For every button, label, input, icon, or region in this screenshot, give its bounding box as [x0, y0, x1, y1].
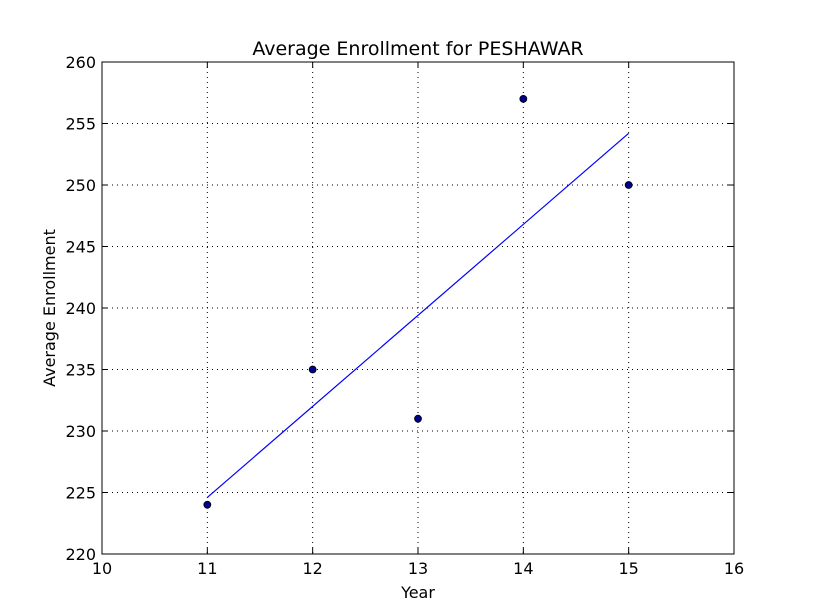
y-tick-label: 230 — [65, 422, 96, 441]
data-point — [624, 181, 633, 189]
y-tick-label: 235 — [65, 361, 96, 380]
y-tick-label: 240 — [65, 299, 96, 318]
x-tick-label: 16 — [724, 559, 744, 578]
x-tick-label: 15 — [618, 559, 638, 578]
grid-layer — [102, 62, 734, 554]
y-tick-label: 245 — [65, 238, 96, 257]
y-axis-label: Average Enrollment — [40, 229, 59, 387]
tick-layer: 10 11 12 13 14 15 16 220 225 230 235 240 245 250 255 26… — [65, 53, 744, 578]
x-tick-label: 12 — [302, 559, 322, 578]
trend-line — [206, 132, 630, 498]
chart-title: Average Enrollment for PESHAWAR — [252, 38, 583, 60]
data-point — [414, 414, 422, 423]
data-layer — [203, 95, 633, 509]
x-tick-label: 14 — [513, 559, 533, 578]
y-tick-label: 225 — [65, 484, 96, 503]
x-tick-label: 10 — [92, 559, 112, 578]
y-tick-label: 250 — [65, 176, 96, 195]
y-tick-label: 255 — [65, 115, 96, 134]
data-point — [308, 365, 317, 374]
data-point — [519, 95, 528, 103]
y-tick-label: 260 — [65, 53, 96, 72]
x-axis-label: Year — [400, 583, 435, 602]
y-tick-label: 220 — [65, 545, 96, 564]
x-tick-label: 13 — [408, 559, 428, 578]
x-tick-label: 11 — [197, 559, 217, 578]
data-point — [203, 500, 212, 509]
